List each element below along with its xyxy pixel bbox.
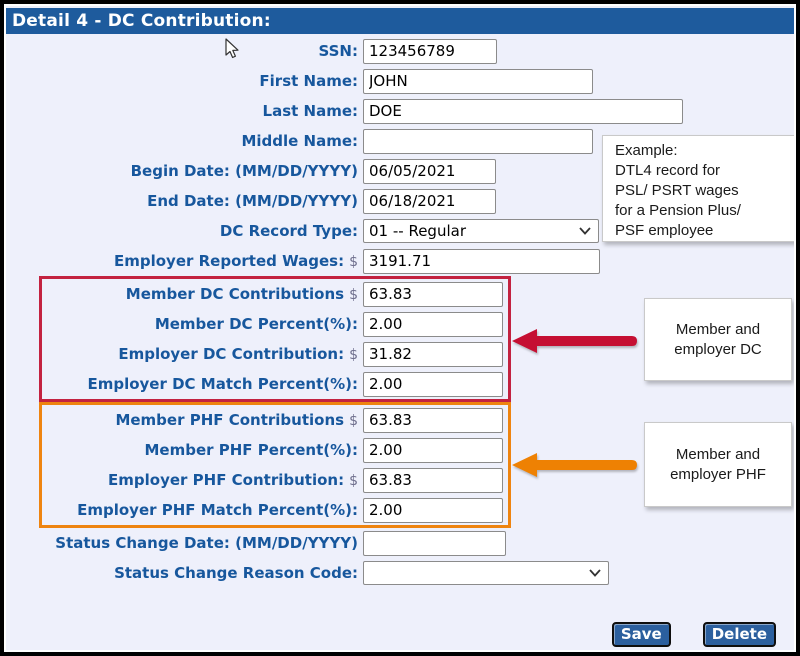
delete-button[interactable]: Delete bbox=[702, 622, 776, 647]
form-row-employer-phf-contribution: Employer PHF Contribution: $ bbox=[42, 465, 508, 495]
employer-dc-match-percent-input[interactable] bbox=[363, 371, 503, 397]
last-name-input[interactable] bbox=[363, 98, 683, 124]
example-note-line: for a Pension Plus/ bbox=[615, 202, 741, 219]
footer-buttons: Save Delete bbox=[611, 622, 776, 647]
member-phf-percent-label: Member PHF Percent(%): bbox=[144, 441, 359, 459]
member-dc-contributions-label: Member DC Contributions $ bbox=[125, 285, 358, 303]
form-page: Detail 4 - DC Contribution: SSN: First N… bbox=[4, 4, 796, 652]
phf-arrow-icon bbox=[512, 453, 637, 477]
status-change-date-label: Status Change Date: (MM/DD/YYYY) bbox=[55, 534, 358, 552]
member-dc-percent-input[interactable] bbox=[363, 311, 503, 337]
save-button[interactable]: Save bbox=[611, 622, 671, 647]
example-note-line: Example: bbox=[615, 142, 678, 159]
currency-symbol: $ bbox=[349, 347, 358, 363]
employer-dc-contribution-label: Employer DC Contribution: $ bbox=[118, 345, 358, 363]
middle-name-label: Middle Name: bbox=[241, 132, 358, 150]
form-row-last-name: Last Name: bbox=[6, 96, 794, 126]
phf-note: Member and employer PHF bbox=[644, 422, 792, 507]
ssn-input[interactable] bbox=[363, 38, 497, 64]
member-dc-percent-label: Member DC Percent(%): bbox=[154, 315, 358, 333]
form-row-ssn: SSN: bbox=[6, 36, 794, 66]
ssn-label: SSN: bbox=[318, 42, 359, 60]
phf-highlight-box: Member PHF Contributions$ Member PHF Per… bbox=[39, 402, 511, 528]
form-row-begin-date: Begin Date: (MM/DD/YYYY) bbox=[6, 156, 794, 186]
dc-record-type-select[interactable]: 01 -- Regular bbox=[363, 219, 599, 243]
middle-name-input[interactable] bbox=[363, 128, 593, 154]
dc-note-line: employer DC bbox=[674, 340, 762, 358]
chevron-down-icon bbox=[579, 227, 591, 235]
last-name-label: Last Name: bbox=[262, 102, 358, 120]
member-phf-contributions-label: Member PHF Contributions $ bbox=[115, 411, 358, 429]
example-note-line: PSL/ PSRT wages bbox=[615, 182, 739, 199]
member-phf-contributions-input[interactable] bbox=[363, 407, 503, 433]
employer-dc-match-percent-label: Employer DC Match Percent(%): bbox=[87, 375, 358, 393]
end-date-input[interactable] bbox=[363, 188, 496, 214]
form-row-member-phf-contributions: Member PHF Contributions $ bbox=[42, 405, 508, 435]
form-row-member-dc-percent: Member DC Percent(%): bbox=[42, 309, 508, 339]
form-row-member-phf-percent: Member PHF Percent(%): bbox=[42, 435, 508, 465]
employer-reported-wages-label: Employer Reported Wages: $ bbox=[114, 252, 358, 270]
currency-symbol: $ bbox=[349, 287, 358, 303]
phf-note-line: employer PHF bbox=[670, 465, 766, 483]
example-note-line: PSF employee bbox=[615, 222, 714, 239]
member-phf-percent-input[interactable] bbox=[363, 437, 503, 463]
form-row-first-name: First Name: bbox=[6, 66, 794, 96]
employer-dc-contribution-input[interactable] bbox=[363, 341, 503, 367]
employer-phf-contribution-label: Employer PHF Contribution: $ bbox=[108, 471, 358, 489]
first-name-label: First Name: bbox=[259, 72, 358, 90]
dc-highlight-box: Member DC Contributions$ Member DC Perce… bbox=[39, 276, 511, 402]
example-note: Example: DTL4 record for PSL/ PSRT wages… bbox=[602, 135, 794, 242]
currency-symbol: $ bbox=[349, 254, 358, 270]
status-change-reason-code-label: Status Change Reason Code: bbox=[114, 564, 358, 582]
form-row-end-date: End Date: (MM/DD/YYYY) bbox=[6, 186, 794, 216]
begin-date-label: Begin Date: (MM/DD/YYYY) bbox=[130, 162, 358, 180]
form-row-dc-record-type: DC Record Type: 01 -- Regular bbox=[6, 216, 794, 246]
dc-arrow-icon bbox=[512, 329, 637, 353]
page-header: Detail 4 - DC Contribution: bbox=[6, 8, 794, 34]
page-title: Detail 4 - DC Contribution: bbox=[12, 11, 271, 31]
form-row-employer-phf-match-percent: Employer PHF Match Percent(%): bbox=[42, 495, 508, 525]
employer-phf-contribution-input[interactable] bbox=[363, 467, 503, 493]
begin-date-input[interactable] bbox=[363, 158, 496, 184]
dc-record-type-value: 01 -- Regular bbox=[369, 222, 466, 240]
dc-note: Member and employer DC bbox=[644, 298, 792, 381]
form-row-employer-dc-contribution: Employer DC Contribution: $ bbox=[42, 339, 508, 369]
first-name-input[interactable] bbox=[363, 68, 593, 94]
member-dc-contributions-input[interactable] bbox=[363, 281, 503, 307]
end-date-label: End Date: (MM/DD/YYYY) bbox=[147, 192, 358, 210]
form-row-member-dc-contributions: Member DC Contributions $ bbox=[42, 279, 508, 309]
currency-symbol: $ bbox=[349, 413, 358, 429]
phf-note-line: Member and bbox=[675, 445, 761, 463]
status-change-reason-code-select[interactable] bbox=[363, 561, 609, 585]
form-row-status-change-reason-code: Status Change Reason Code: bbox=[6, 558, 794, 588]
example-note-line: DTL4 record for bbox=[615, 162, 721, 179]
employer-phf-match-percent-label: Employer PHF Match Percent(%): bbox=[77, 501, 358, 519]
form-row-employer-reported-wages: Employer Reported Wages: $ bbox=[6, 246, 794, 276]
form-row-middle-name: Middle Name: bbox=[6, 126, 794, 156]
employer-reported-wages-input[interactable] bbox=[363, 248, 600, 274]
currency-symbol: $ bbox=[349, 473, 358, 489]
dc-note-line: Member and bbox=[675, 320, 761, 338]
employer-phf-match-percent-input[interactable] bbox=[363, 497, 503, 523]
status-change-date-input[interactable] bbox=[363, 530, 506, 556]
mouse-cursor-icon bbox=[225, 38, 239, 59]
form-row-status-change-date: Status Change Date: (MM/DD/YYYY) bbox=[6, 528, 794, 558]
dc-record-type-label: DC Record Type: bbox=[219, 222, 358, 240]
form-body: SSN: First Name: Last Name: Middle Name:… bbox=[6, 36, 794, 588]
chevron-down-icon bbox=[589, 569, 601, 577]
form-row-employer-dc-match-percent: Employer DC Match Percent(%): bbox=[42, 369, 508, 399]
